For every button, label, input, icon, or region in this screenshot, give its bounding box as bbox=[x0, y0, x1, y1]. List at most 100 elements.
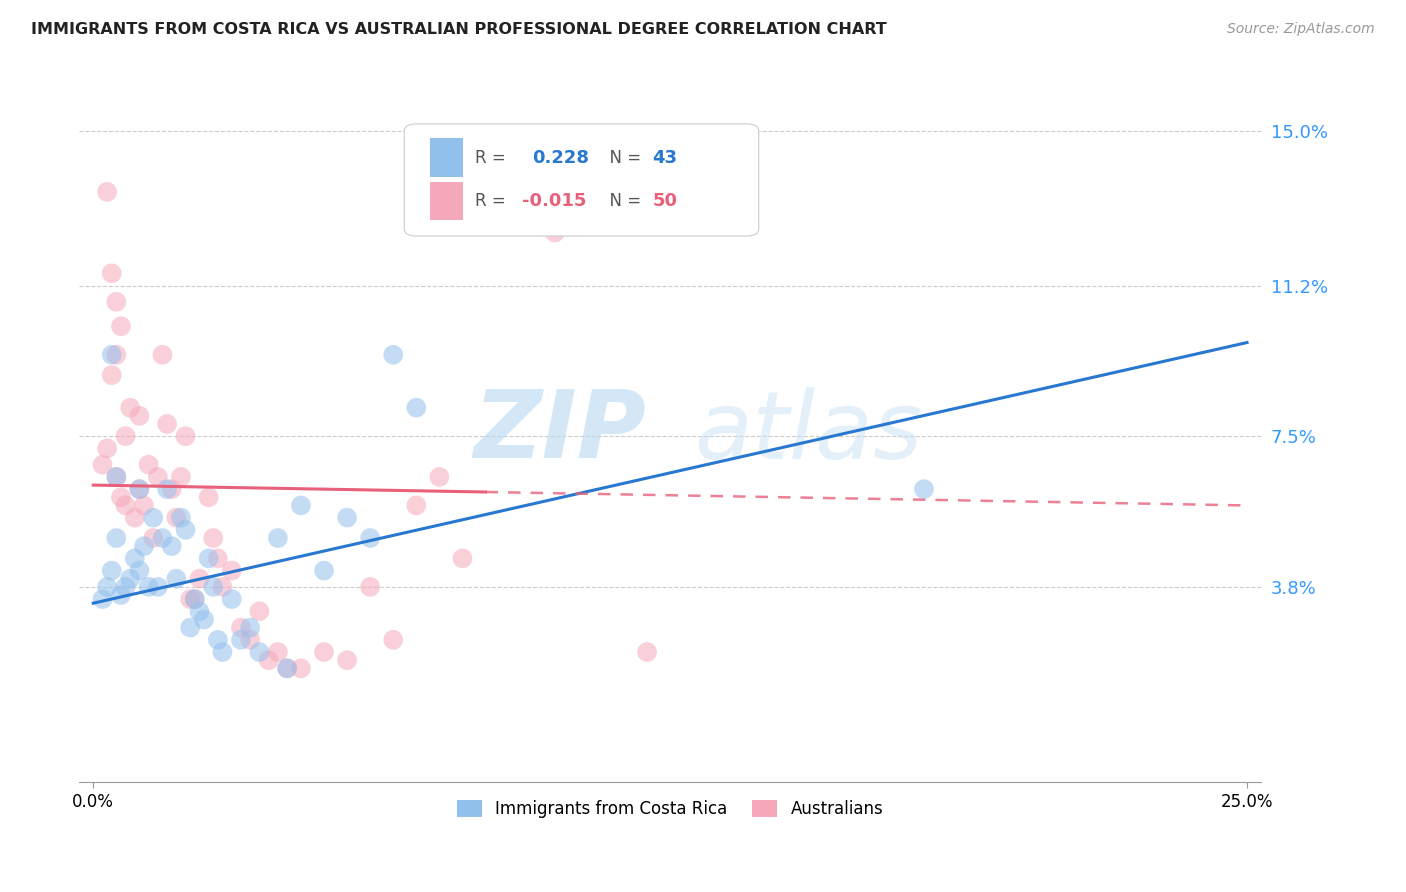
Text: R =: R = bbox=[475, 192, 512, 210]
Point bbox=[267, 531, 290, 545]
Point bbox=[211, 645, 233, 659]
Point bbox=[170, 470, 193, 484]
Point bbox=[105, 470, 128, 484]
Point bbox=[105, 531, 128, 545]
Point bbox=[91, 458, 114, 472]
Point bbox=[429, 470, 451, 484]
Point bbox=[156, 417, 179, 431]
Point bbox=[247, 645, 270, 659]
Point bbox=[110, 490, 132, 504]
Point bbox=[128, 409, 150, 423]
Point bbox=[114, 499, 136, 513]
Point bbox=[912, 482, 935, 496]
Point bbox=[120, 401, 142, 415]
Text: IMMIGRANTS FROM COSTA RICA VS AUSTRALIAN PROFESSIONAL DEGREE CORRELATION CHART: IMMIGRANTS FROM COSTA RICA VS AUSTRALIAN… bbox=[31, 22, 887, 37]
Point bbox=[152, 531, 174, 545]
Point bbox=[229, 632, 252, 647]
FancyBboxPatch shape bbox=[405, 124, 759, 236]
Point bbox=[221, 564, 243, 578]
Point bbox=[91, 592, 114, 607]
Bar bbox=[430, 138, 464, 177]
Point bbox=[267, 645, 290, 659]
Point bbox=[193, 612, 215, 626]
Point bbox=[382, 632, 405, 647]
Point bbox=[174, 523, 197, 537]
Point bbox=[405, 499, 427, 513]
Point bbox=[179, 592, 201, 607]
Point bbox=[128, 482, 150, 496]
Point bbox=[128, 564, 150, 578]
Point bbox=[138, 458, 160, 472]
Point bbox=[105, 470, 128, 484]
Point bbox=[382, 348, 405, 362]
Point bbox=[544, 226, 567, 240]
Text: R =: R = bbox=[475, 149, 516, 167]
Point bbox=[290, 499, 312, 513]
Point bbox=[184, 592, 207, 607]
Point bbox=[114, 429, 136, 443]
Point bbox=[124, 510, 146, 524]
Point bbox=[132, 539, 155, 553]
Point bbox=[110, 588, 132, 602]
Point bbox=[114, 580, 136, 594]
Point bbox=[229, 621, 252, 635]
Point bbox=[202, 531, 225, 545]
Point bbox=[120, 572, 142, 586]
Point bbox=[160, 539, 183, 553]
Legend: Immigrants from Costa Rica, Australians: Immigrants from Costa Rica, Australians bbox=[450, 793, 890, 824]
Point bbox=[96, 442, 118, 456]
Point bbox=[105, 294, 128, 309]
Point bbox=[184, 592, 207, 607]
Bar bbox=[430, 182, 464, 220]
Point bbox=[138, 580, 160, 594]
Point bbox=[336, 510, 359, 524]
Point bbox=[142, 531, 165, 545]
Point bbox=[100, 266, 122, 280]
Point bbox=[132, 499, 155, 513]
Text: Source: ZipAtlas.com: Source: ZipAtlas.com bbox=[1227, 22, 1375, 37]
Point bbox=[197, 551, 219, 566]
Point bbox=[105, 348, 128, 362]
Point bbox=[174, 429, 197, 443]
Point bbox=[146, 580, 169, 594]
Point bbox=[96, 580, 118, 594]
Text: 43: 43 bbox=[652, 149, 678, 167]
Point bbox=[156, 482, 179, 496]
Point bbox=[142, 510, 165, 524]
Point bbox=[124, 551, 146, 566]
Text: N =: N = bbox=[599, 149, 647, 167]
Text: 0.228: 0.228 bbox=[531, 149, 589, 167]
Point bbox=[165, 510, 187, 524]
Point bbox=[170, 510, 193, 524]
Text: 50: 50 bbox=[652, 192, 678, 210]
Point bbox=[359, 531, 381, 545]
Point bbox=[197, 490, 219, 504]
Point bbox=[100, 564, 122, 578]
Point bbox=[188, 572, 211, 586]
Point bbox=[207, 551, 229, 566]
Point bbox=[221, 592, 243, 607]
Point bbox=[636, 645, 658, 659]
Point bbox=[312, 645, 335, 659]
Point bbox=[100, 348, 122, 362]
Point bbox=[312, 564, 335, 578]
Point bbox=[239, 632, 262, 647]
Point bbox=[96, 185, 118, 199]
Point bbox=[100, 368, 122, 383]
Point bbox=[239, 621, 262, 635]
Point bbox=[211, 580, 233, 594]
Point bbox=[276, 661, 298, 675]
Point bbox=[276, 661, 298, 675]
Point bbox=[179, 621, 201, 635]
Text: atlas: atlas bbox=[693, 386, 922, 477]
Point bbox=[165, 572, 187, 586]
Point bbox=[405, 401, 427, 415]
Text: ZIP: ZIP bbox=[474, 386, 647, 478]
Point bbox=[146, 470, 169, 484]
Point bbox=[207, 632, 229, 647]
Point bbox=[290, 661, 312, 675]
Point bbox=[110, 319, 132, 334]
Point bbox=[128, 482, 150, 496]
Point bbox=[247, 604, 270, 618]
Point bbox=[160, 482, 183, 496]
